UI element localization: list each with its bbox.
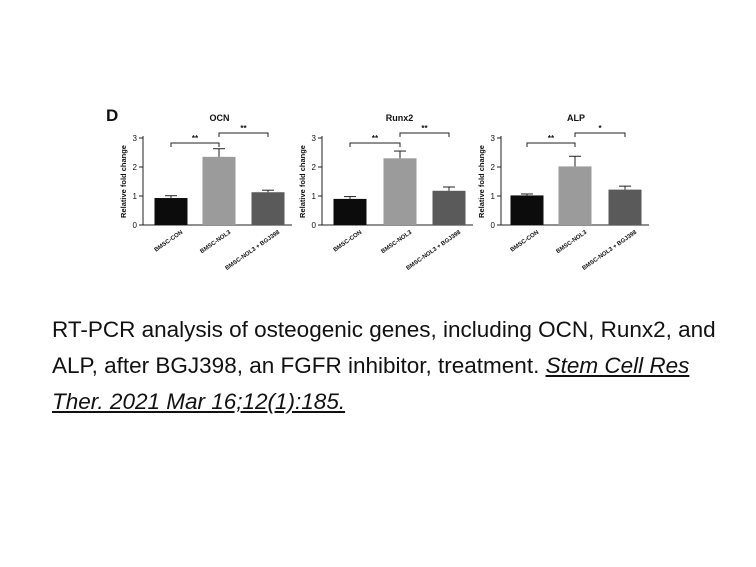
chart-2-ytick-label-3: 3	[491, 134, 496, 143]
chart-1-category-label-1: BMSC-NOL3	[380, 229, 413, 255]
chart-0-category-label-0: BMSC-CON	[154, 230, 184, 254]
chart-1-bar-0	[333, 198, 367, 225]
chart-0-ytick-label-1: 1	[133, 192, 138, 201]
chart-1-sig-label-0: **	[372, 134, 379, 143]
chart-0-sig-bracket-1	[218, 132, 269, 137]
chart-2-sig-label-0: **	[548, 134, 555, 143]
chart-1-ytick-label-3: 3	[312, 134, 317, 143]
chart-2-ytick-label-2: 2	[491, 163, 496, 172]
chart-2-ylabel: Relative fold change	[477, 145, 486, 218]
chart-2-sig-bracket-1	[574, 132, 626, 137]
chart-0-bar-0	[154, 198, 188, 225]
chart-0-bar-2	[251, 192, 285, 225]
chart-0-ylabel: Relative fold change	[119, 145, 128, 218]
chart-0-category-label-2: BMSC-NOL3 + BGJ398	[225, 229, 282, 271]
chart-0-sig-bracket-0	[170, 142, 220, 147]
chart-2-bar-0	[510, 195, 544, 225]
chart-1-bar-2	[432, 190, 466, 225]
chart-2-sig-label-1: *	[598, 124, 602, 133]
chart-1-ytick-label-0: 0	[312, 221, 317, 230]
panel-letter: D	[106, 106, 119, 125]
chart-1-ytick-label-1: 1	[312, 192, 317, 201]
figure-caption: RT-PCR analysis of osteogenic genes, inc…	[52, 312, 742, 420]
chart-2-sig-bracket-0	[526, 142, 576, 147]
chart-0-sig-label-1: **	[240, 124, 247, 133]
chart-2-category-label-1: BMSC-NOL3	[555, 229, 588, 255]
chart-1-title: Runx2	[386, 113, 414, 123]
chart-0-sig-label-0: **	[192, 134, 199, 143]
chart-2-bar-2	[608, 189, 642, 225]
figure-panel-d: D OCN 0 1 2 3 Relative fold change BMSC-CON BMS…	[106, 106, 649, 272]
chart-2-ytick-label-0: 0	[491, 221, 496, 230]
caption-text: RT-PCR analysis of osteogenic genes, inc…	[52, 317, 716, 378]
chart-2-ytick-label-1: 1	[491, 192, 496, 201]
chart-0-bar-1	[202, 156, 236, 225]
chart-1-bar-1	[383, 158, 417, 225]
chart-1-sig-bracket-0	[349, 142, 401, 147]
chart-1-category-label-0: BMSC-CON	[333, 230, 363, 254]
chart-0-title: OCN	[210, 113, 230, 123]
chart-0-category-label-1: BMSC-NOL3	[199, 229, 232, 255]
chart-1-ylabel: Relative fold change	[298, 145, 307, 218]
chart-2-bar-1	[558, 166, 592, 225]
chart-1-ytick-label-2: 2	[312, 163, 317, 172]
chart-1-sig-label-1: **	[421, 124, 428, 133]
chart-2-category-label-2: BMSC-NOL3 + BGJ398	[582, 229, 639, 271]
chart-2-title: ALP	[567, 113, 585, 123]
chart-1-sig-bracket-1	[399, 132, 450, 137]
chart-0-ytick-label-3: 3	[133, 134, 138, 143]
chart-0-ytick-label-2: 2	[133, 163, 138, 172]
citation-link[interactable]: Stem Cell Res Ther. 2021 Mar 16;12(1):18…	[52, 353, 690, 414]
chart-2-category-label-0: BMSC-CON	[510, 230, 540, 254]
chart-1-category-label-2: BMSC-NOL3 + BGJ398	[406, 229, 463, 271]
chart-0-ytick-label-0: 0	[133, 221, 138, 230]
bar-charts: OCN 0 1 2 3 Relative fold change BMSC-CON BMSC-…	[119, 113, 649, 272]
